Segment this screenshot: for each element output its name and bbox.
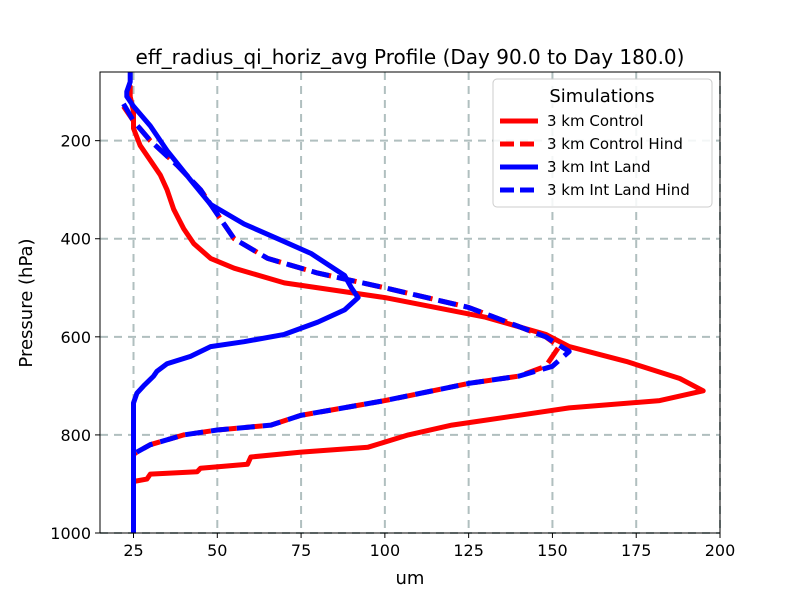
y-tick-label-0: 200 — [60, 132, 91, 151]
legend-items: 3 km Control 3 km Control Hind 3 km Int La… — [500, 112, 690, 199]
legend-label-3-km-int-land: 3 km Int Land — [547, 158, 651, 176]
y-tick-label-3: 800 — [60, 426, 91, 445]
y-tick-label-2: 600 — [60, 328, 91, 347]
legend-box — [492, 78, 713, 208]
series-group — [121, 72, 706, 533]
x-tick-label-5: 150 — [537, 541, 568, 560]
x-tick-label-4: 125 — [453, 541, 484, 560]
x-tick-label-2: 75 — [291, 541, 311, 560]
series-line-3-km-control — [127, 84, 706, 487]
legend-label-3-km-int-land-hind: 3 km Int Land Hind — [547, 181, 690, 199]
legend-label-3-km-control: 3 km Control — [547, 112, 644, 130]
axis-ticks: 25 50 75 100 125 150 175 200 200 400 600 800 1000 — [50, 132, 735, 560]
legend-title: Simulations — [549, 86, 654, 107]
series-line-3-km-int-land — [124, 72, 361, 533]
y-axis-label: Pressure (hPa) — [16, 238, 37, 367]
x-tick-label-6: 175 — [621, 541, 652, 560]
x-tick-label-1: 50 — [207, 541, 227, 560]
plot-frame — [99, 71, 721, 534]
x-tick-label-0: 25 — [123, 541, 143, 560]
legend-label-3-km-control-hind: 3 km Control Hind — [547, 135, 683, 153]
series-line-3-km-int-land-hind — [121, 102, 572, 457]
chart-title: eff_radius_qi_horiz_avg Profile (Day 90.… — [136, 45, 685, 69]
y-tick-label-4: 1000 — [50, 524, 91, 543]
x-tick-label-3: 100 — [370, 541, 401, 560]
x-axis-label: um — [396, 568, 425, 589]
x-tick-label-7: 200 — [705, 541, 736, 560]
legend: Simulations 3 km Control 3 km Control Hin… — [492, 78, 713, 208]
y-tick-label-1: 400 — [60, 230, 91, 249]
